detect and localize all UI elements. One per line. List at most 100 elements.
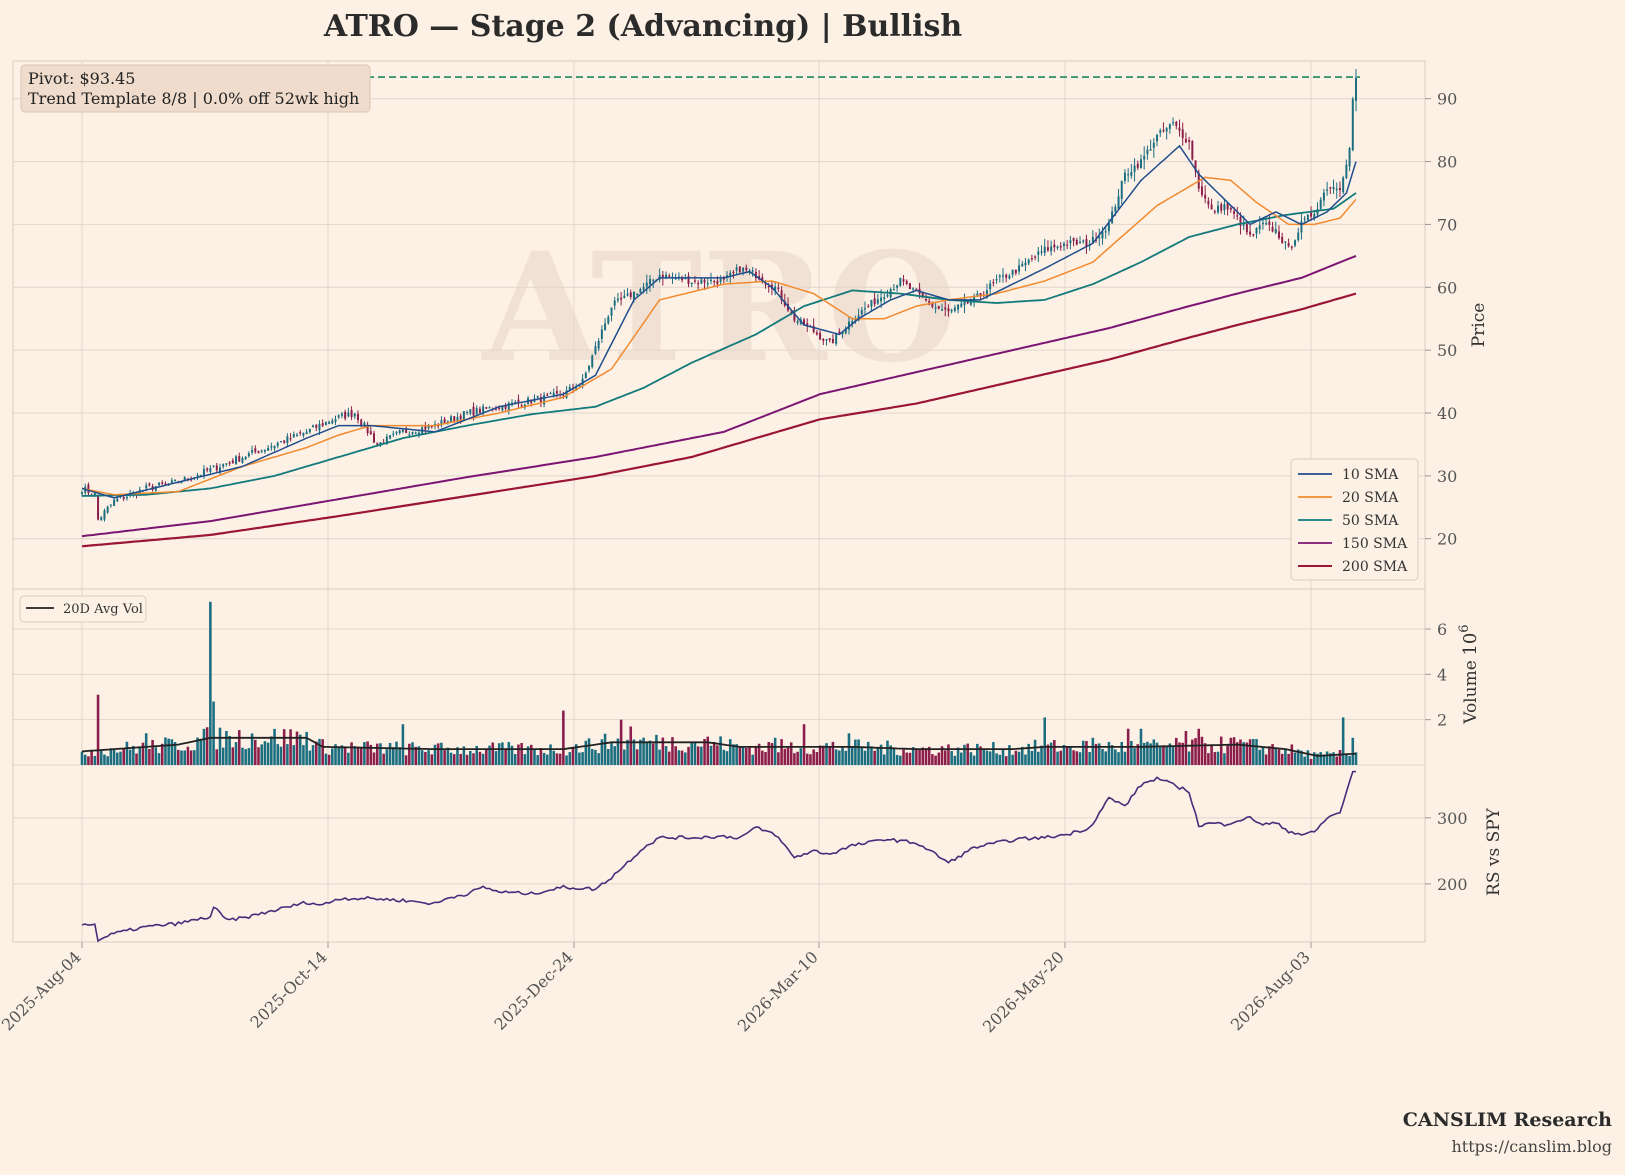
- volume-tick-2: 2: [1437, 711, 1447, 730]
- volume-bar: [1239, 739, 1242, 765]
- volume-bar: [773, 737, 777, 765]
- volume-bar: [770, 743, 774, 765]
- volume-bar: [744, 747, 748, 765]
- volume-bar: [1155, 742, 1159, 765]
- candle-body: [1156, 134, 1159, 142]
- candle-body: [385, 436, 388, 445]
- candle-body: [138, 489, 141, 496]
- volume-bar: [289, 729, 292, 765]
- candle-body: [488, 407, 491, 409]
- volume-bar: [132, 745, 135, 765]
- candle-body: [263, 449, 266, 452]
- candle: [1043, 238, 1046, 256]
- candle-body: [681, 277, 684, 281]
- candle-body: [790, 311, 793, 314]
- volume-bar: [109, 748, 113, 765]
- volume-bar: [786, 746, 790, 765]
- volume-bar: [331, 748, 334, 765]
- volume-bar: [558, 753, 562, 765]
- price-grid: [13, 61, 1425, 589]
- volume-bar: [1210, 744, 1213, 765]
- candle: [411, 431, 414, 436]
- volume-bar: [1062, 744, 1066, 765]
- candle: [742, 267, 745, 276]
- volume-bar: [388, 742, 392, 765]
- volume-bar: [844, 750, 848, 765]
- candle-body: [947, 308, 950, 312]
- candle: [462, 411, 465, 421]
- candle-body: [405, 429, 408, 433]
- volume-bar: [584, 740, 588, 765]
- volume-bar: [982, 749, 986, 765]
- candle: [315, 424, 318, 432]
- volume-bar: [1242, 742, 1245, 765]
- candle-body: [398, 430, 401, 434]
- volume-bar: [809, 754, 812, 765]
- volume-bar: [825, 743, 828, 765]
- volume-bar: [292, 745, 296, 765]
- x-tick-label-5: 2026-Aug-03: [1227, 947, 1314, 1034]
- volume-bar: [1107, 742, 1111, 765]
- volume-bar: [594, 749, 597, 765]
- volume-y-ticks: 2 4 6: [1425, 620, 1447, 730]
- candle: [247, 451, 250, 458]
- candle-body: [979, 293, 982, 296]
- candle: [873, 291, 876, 307]
- candle-body: [1050, 246, 1053, 252]
- candle-body: [106, 506, 109, 513]
- candle: [1056, 245, 1059, 251]
- volume-bar: [882, 754, 886, 765]
- volume-bar: [822, 745, 825, 765]
- candle-body: [709, 279, 712, 281]
- volume-bar: [215, 749, 219, 765]
- volume-bar: [122, 749, 125, 765]
- volume-bar: [805, 753, 809, 765]
- candle: [1005, 273, 1008, 283]
- volume-bar: [757, 743, 761, 765]
- candle-body: [501, 405, 504, 411]
- candle: [934, 303, 937, 314]
- candle-body: [235, 456, 238, 465]
- volume-bar: [183, 750, 186, 765]
- candle: [414, 431, 417, 435]
- candle-body: [1133, 165, 1136, 172]
- volume-bar: [96, 694, 100, 765]
- rs-y-ticks: 200 300: [1425, 809, 1468, 894]
- candle-body: [148, 483, 151, 486]
- candle-body: [751, 270, 754, 272]
- candle-body: [1271, 227, 1274, 232]
- candle: [254, 445, 257, 454]
- volume-bar: [443, 750, 446, 765]
- candle: [963, 293, 966, 314]
- volume-bar: [1248, 739, 1252, 765]
- volume-bar: [1341, 717, 1345, 765]
- candle: [363, 421, 366, 428]
- candle-body: [1319, 199, 1322, 209]
- volume-bar: [1354, 752, 1358, 765]
- candle-body: [161, 482, 164, 484]
- candle: [1252, 233, 1255, 237]
- volume-bar: [1033, 739, 1037, 765]
- candle: [1018, 258, 1021, 275]
- volume-bar: [1142, 742, 1146, 765]
- volume-bar: [1245, 742, 1249, 765]
- volume-bar: [895, 754, 899, 765]
- volume-bar: [440, 742, 443, 765]
- candle: [482, 403, 485, 416]
- price-tick-30: 30: [1437, 467, 1457, 486]
- candle: [1162, 122, 1165, 133]
- volume-bar: [1252, 738, 1255, 765]
- volume-bar: [1280, 753, 1284, 765]
- candle-body: [870, 299, 873, 307]
- volume-bar: [616, 738, 620, 765]
- candle: [1172, 117, 1175, 126]
- volume-bar: [1175, 737, 1178, 765]
- candle: [440, 416, 443, 428]
- volume-bar: [324, 753, 328, 765]
- candle-body: [668, 275, 671, 277]
- candle-body: [215, 465, 218, 471]
- candle-body: [803, 319, 806, 326]
- volume-bar: [1229, 737, 1233, 765]
- candle: [356, 410, 359, 424]
- volume-bar: [385, 749, 389, 765]
